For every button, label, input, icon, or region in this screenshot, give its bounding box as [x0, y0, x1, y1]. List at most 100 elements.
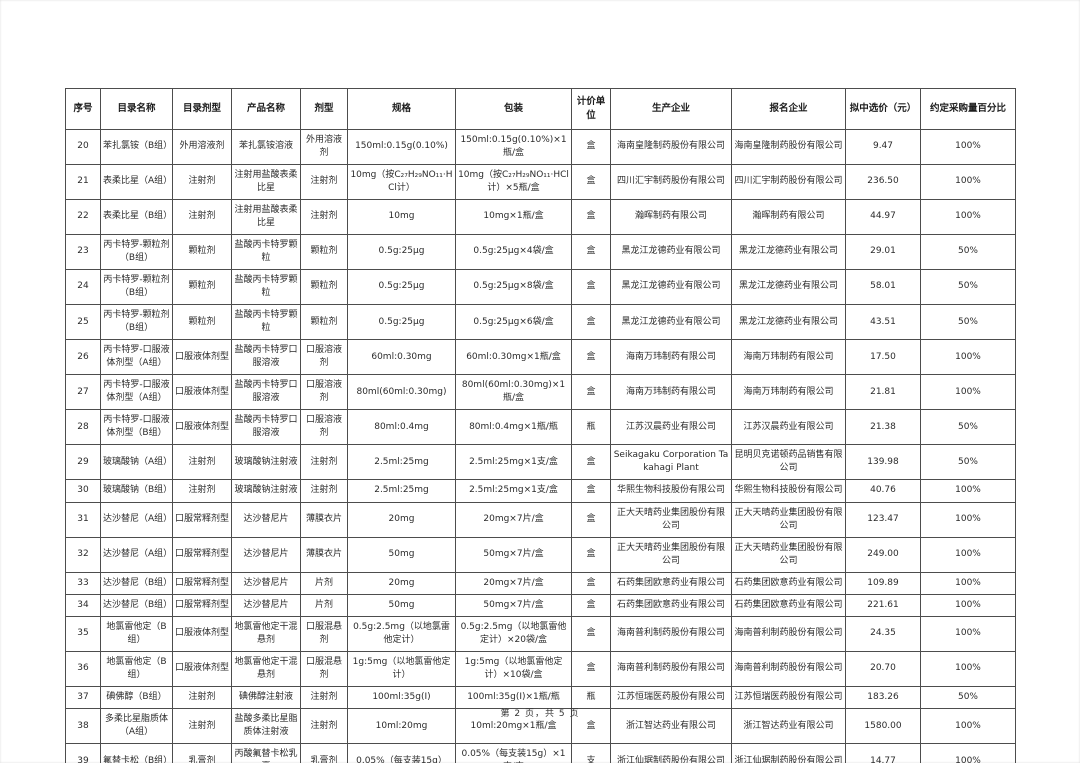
table-cell: 20.70	[845, 650, 921, 687]
table-row: 25 丙卡特罗-颗粒剂（B组） 颗粒剂 盐酸丙卡特罗颗粒 颗粒剂 0.5g:25μg 0.5…	[65, 303, 1016, 341]
table-cell: 100%	[920, 479, 1016, 503]
table-cell: 黑龙江龙德药业有限公司	[731, 268, 846, 306]
table-row: 33 达沙替尼（B组） 口服常释剂型 达沙替尼片 片剂 20mg 20mg×7片/盒盒石药集…	[65, 571, 1016, 595]
table-cell: 达沙替尼（B组）	[100, 593, 173, 617]
procurement-table: 序号 目录名称 目录剂型 产品名称 剂型 规格 包装 计价单位 生产企业 报名企业 拟中选价（元）约…	[65, 88, 1016, 763]
table-cell: 27	[65, 374, 101, 411]
table-cell: 口服常释剂型	[172, 501, 232, 538]
table-cell: 盒	[571, 303, 611, 341]
table-cell: 苯扎氯铵（B组）	[100, 128, 173, 165]
table-cell: 20	[65, 128, 101, 165]
table-cell: 海南普利制药股份有限公司	[610, 615, 732, 652]
table-cell: 100%	[920, 339, 1016, 376]
table-cell: 10mg（按C₂₇H₂₉NO₁₁·HCl计）	[347, 163, 456, 200]
table-cell: 23	[65, 233, 101, 270]
table-cell: 盒	[571, 708, 611, 745]
table-row: 23 丙卡特罗-颗粒剂（B组） 颗粒剂 盐酸丙卡特罗颗粒 颗粒剂 0.5g:25μg 0.5…	[65, 233, 1016, 270]
table-cell: 外用溶液剂	[172, 128, 232, 165]
table-row: 34 达沙替尼（B组） 口服常释剂型 达沙替尼片 片剂 50mg 50mg×7片/盒盒石药集…	[65, 593, 1016, 617]
table-cell: 海南普利制药股份有限公司	[731, 615, 846, 652]
column-header: 产品名称	[231, 88, 301, 130]
table-cell: 盐酸丙卡特罗颗粒	[231, 233, 301, 270]
table-cell: 50%	[920, 303, 1016, 341]
table-cell: 盒	[571, 571, 611, 595]
table-cell: 24.35	[845, 615, 921, 652]
table-cell: 注射用盐酸表柔比星	[231, 198, 301, 235]
table-cell: 29.01	[845, 233, 921, 270]
table-cell: 221.61	[845, 593, 921, 617]
table-cell: 20mg	[347, 501, 456, 538]
table-cell: 苯扎氯铵溶液	[231, 128, 301, 165]
table-cell: 支	[571, 743, 611, 763]
table-cell: 颗粒剂	[300, 268, 348, 306]
table-cell: 39	[65, 743, 101, 763]
table-row: 22 表柔比星（B组） 注射剂 注射用盐酸表柔比星 注射剂 10mg 10mg×1瓶/盒盒瀚…	[65, 198, 1016, 235]
table-cell: 236.50	[845, 163, 921, 200]
table-cell: 50%	[920, 233, 1016, 270]
table-cell: 注射用盐酸表柔比星	[231, 163, 301, 200]
table-cell: 34	[65, 593, 101, 617]
table-cell: 达沙替尼（A组）	[100, 501, 173, 538]
table-cell: 颗粒剂	[172, 233, 232, 270]
table-cell: 表柔比星（B组）	[100, 198, 173, 235]
table-cell: 36	[65, 650, 101, 687]
table-cell: 盒	[571, 536, 611, 573]
table-cell: 瀚晖制药有限公司	[610, 198, 732, 235]
table-cell: 玻璃酸钠（B组）	[100, 479, 173, 503]
table-cell: 2.5ml:25mg×1支/盒	[455, 479, 572, 503]
table-cell: 盐酸丙卡特罗口服溶液	[231, 409, 301, 446]
table-cell: 浙江仙琚制药股份有限公司	[610, 743, 732, 763]
table-cell: 10mg	[347, 198, 456, 235]
table-cell: 口服液体剂型	[172, 650, 232, 687]
table-cell: 9.47	[845, 128, 921, 165]
table-cell: 盒	[571, 479, 611, 503]
table-row: 32 达沙替尼（A组） 口服常释剂型 达沙替尼片 薄膜衣片 50mg 50mg×7片/盒盒正…	[65, 536, 1016, 573]
table-cell: 海南皇隆制药股份有限公司	[731, 128, 846, 165]
table-cell: 100%	[920, 501, 1016, 538]
table-cell: 100%	[920, 650, 1016, 687]
table-cell: 2.5ml:25mg×1支/盒	[455, 444, 572, 481]
table-cell: 正大天晴药业集团股份有限公司	[731, 536, 846, 573]
table-cell: 1g:5mg（以地氯雷他定计）	[347, 650, 456, 687]
table-cell: 颗粒剂	[172, 303, 232, 341]
table-cell: 达沙替尼片	[231, 571, 301, 595]
table-cell: 口服溶液剂	[300, 339, 348, 376]
table-cell: 昆明贝克诺顿药品销售有限公司	[731, 444, 846, 481]
table-cell: 28	[65, 409, 101, 446]
table-row: 30 玻璃酸钠（B组） 注射剂 玻璃酸钠注射液 注射剂 2.5ml:25mg 2.5ml:2…	[65, 479, 1016, 503]
table-cell: 50mg	[347, 593, 456, 617]
table-cell: 浙江仙琚制药股份有限公司	[731, 743, 846, 763]
table-cell: 109.89	[845, 571, 921, 595]
table-cell: 口服常释剂型	[172, 593, 232, 617]
column-header: 剂型	[300, 88, 348, 130]
table-cell: 表柔比星（A组）	[100, 163, 173, 200]
table-cell: 43.51	[845, 303, 921, 341]
table-cell: 地氯雷他定（B组）	[100, 650, 173, 687]
table-cell: 0.5g:25μg	[347, 233, 456, 270]
table-cell: 100%	[920, 615, 1016, 652]
table-cell: 正大天晴药业集团股份有限公司	[610, 536, 732, 573]
table-row: 28 丙卡特罗-口服液体剂型（B组） 口服液体剂型 盐酸丙卡特罗口服溶液 口服溶液剂 80…	[65, 409, 1016, 446]
table-cell: 口服混悬剂	[300, 615, 348, 652]
table-cell: 丙卡特罗-口服液体剂型（B组）	[100, 409, 173, 446]
table-cell: 100%	[920, 743, 1016, 763]
table-cell: 10ml:20mg×1瓶/盒	[455, 708, 572, 745]
column-header: 拟中选价（元）	[845, 88, 921, 130]
table-cell: 盐酸丙卡特罗颗粒	[231, 303, 301, 341]
table-cell: 30	[65, 479, 101, 503]
table-cell: 盒	[571, 374, 611, 411]
table-cell: 2.5ml:25mg	[347, 479, 456, 503]
table-cell: 口服液体剂型	[172, 374, 232, 411]
table-cell: 80ml:0.4mg	[347, 409, 456, 446]
table-cell: 0.5g:25μg×6袋/盒	[455, 303, 572, 341]
table-cell: 0.05%（每支装15g）	[347, 743, 456, 763]
table-cell: 2.5ml:25mg	[347, 444, 456, 481]
table-cell: 江苏汉晨药业有限公司	[610, 409, 732, 446]
table-cell: 氟替卡松（B组）	[100, 743, 173, 763]
table-cell: 20mg×7片/盒	[455, 501, 572, 538]
column-header: 目录剂型	[172, 88, 232, 130]
table-cell: 四川汇宇制药股份有限公司	[731, 163, 846, 200]
table-row: 39氟替卡松（B组）乳膏剂丙酸氟替卡松乳膏乳膏剂0.05%（每支装15g）0.0…	[65, 743, 1016, 763]
table-cell: 盒	[571, 444, 611, 481]
table-cell: 口服常释剂型	[172, 536, 232, 573]
